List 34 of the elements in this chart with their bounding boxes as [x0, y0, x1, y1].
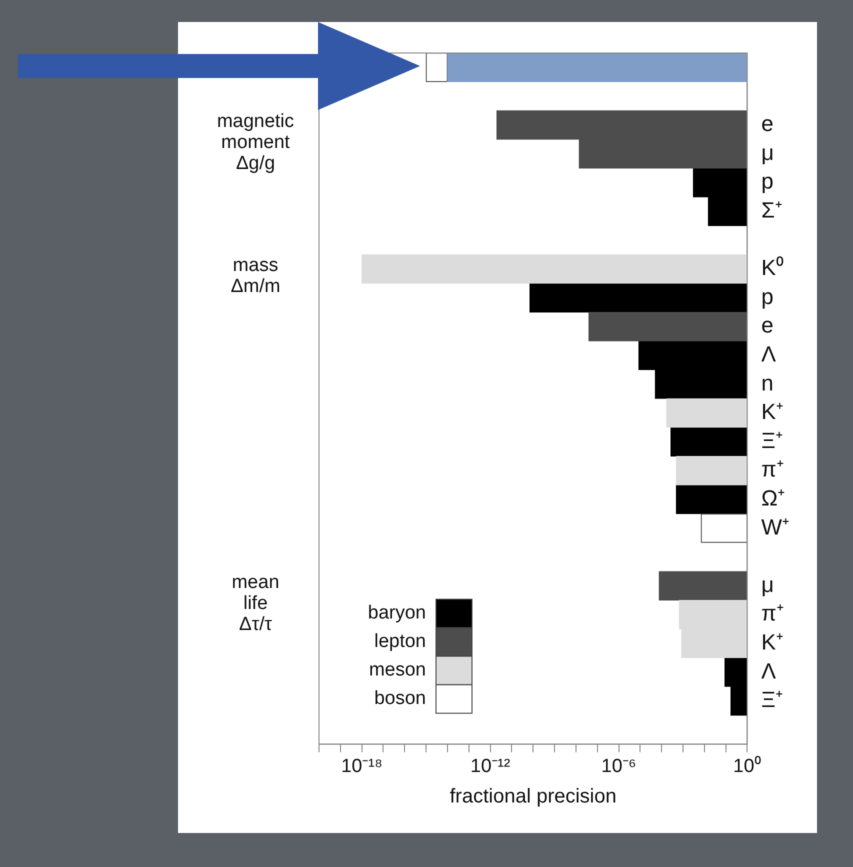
y-tick-label: Σ⁺: [761, 197, 782, 222]
y-tick-label: π⁺: [761, 456, 784, 482]
x-tick-label: 10⁻⁶: [601, 756, 636, 777]
y-tick-label: n: [761, 370, 774, 396]
y-tick-label: K⁺: [761, 629, 783, 654]
y-tick-label: μ: [761, 140, 774, 165]
y-tick-label: Λ: [761, 341, 776, 366]
text: Δg/g: [234, 153, 276, 174]
y-tick-label: e: [761, 312, 774, 338]
y-tick-label: π⁺: [761, 600, 784, 626]
legend-label: boson: [374, 688, 426, 710]
y-tick-label: Ω⁺: [761, 485, 785, 510]
y-tick-label: K⁺: [761, 399, 783, 424]
x-tick-label: 10⁻¹²: [470, 756, 510, 777]
x-tick-label: 10⁻¹⁸: [341, 756, 383, 777]
y-tick-label: p: [761, 284, 774, 309]
y-tick-label: p: [761, 168, 774, 194]
x-axis-title: fractional precision: [450, 786, 616, 808]
legend-label: meson: [368, 660, 426, 681]
y-tick-label: e: [761, 111, 774, 136]
legend-label: lepton: [374, 631, 426, 652]
y-tick-label: W⁺: [761, 514, 789, 540]
x-tick-label: 10⁰: [733, 754, 762, 777]
y-tick-label: Ξ⁺: [761, 428, 783, 453]
y-tick-label: Ξ⁺: [761, 687, 783, 712]
text: Δm/m: [230, 276, 282, 297]
legend-label: baryon: [368, 602, 426, 624]
text: magnetic moment: [216, 111, 294, 153]
y-tick-label: Λ: [761, 658, 776, 684]
y-tick-label: K⁰: [761, 255, 784, 280]
text: mean life: [232, 572, 280, 614]
text: mass: [232, 255, 278, 276]
text: Δτ/τ: [238, 614, 273, 635]
y-tick-label: μ: [761, 572, 774, 597]
